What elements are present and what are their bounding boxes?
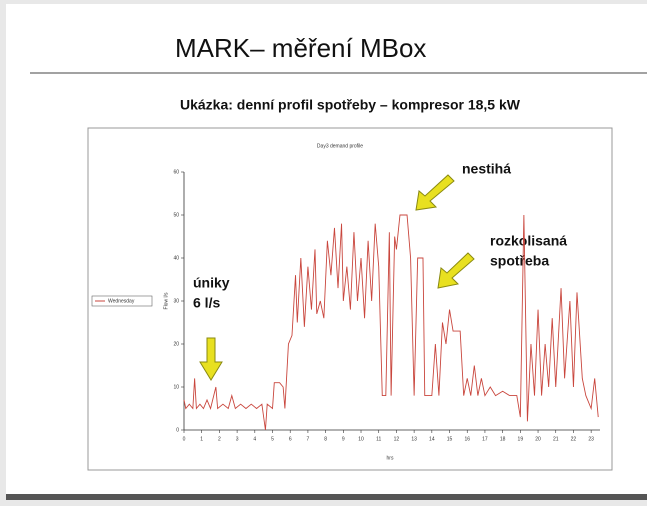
x-tick-label: 17 (482, 436, 488, 442)
y-tick-label: 20 (173, 341, 179, 347)
annotation: úniky (193, 275, 230, 291)
x-tick-label: 23 (588, 436, 594, 442)
subtitle: Ukázka: denní profil spotřeby – kompreso… (180, 97, 521, 113)
annotation: spotřeba (490, 253, 549, 269)
x-tick-label: 19 (518, 436, 524, 442)
y-tick-label: 50 (173, 212, 179, 218)
x-tick-label: 16 (464, 436, 470, 442)
x-tick-label: 10 (358, 436, 364, 442)
chart-title: Day3 demand profile (317, 143, 363, 149)
y-tick-label: 0 (176, 427, 179, 433)
x-tick-label: 8 (324, 436, 327, 442)
x-tick-label: 0 (183, 436, 186, 442)
series-line (183, 214, 599, 431)
arrow (437, 252, 475, 289)
x-tick-label: 21 (553, 436, 559, 442)
slide-title: MARK– měření MBox (175, 33, 426, 63)
x-tick-label: 6 (289, 436, 292, 442)
x-tick-label: 9 (342, 436, 345, 442)
x-tick-label: 3 (236, 436, 239, 442)
y-tick-label: 60 (173, 169, 179, 175)
arrow (415, 174, 455, 211)
x-tick-label: 15 (447, 436, 453, 442)
chart-box (87, 127, 613, 471)
arrow (199, 337, 223, 381)
x-tick-label: 7 (307, 436, 310, 442)
x-tick-label: 13 (411, 436, 417, 442)
x-tick-label: 18 (500, 436, 506, 442)
x-tick-label: 4 (253, 436, 256, 442)
annotation: nestihá (462, 161, 511, 177)
x-tick-label: 2 (218, 436, 221, 442)
x-tick-label: 11 (376, 436, 381, 442)
x-tick-label: 22 (571, 436, 577, 442)
y-axis-label: Flow l/s (163, 292, 169, 309)
y-tick-label: 10 (173, 384, 179, 390)
x-tick-label: 12 (394, 436, 400, 442)
legend-label: Wednesday (108, 298, 135, 304)
x-tick-label: 20 (535, 436, 541, 442)
arrows (199, 174, 475, 381)
x-axis-label: hrs (387, 455, 394, 461)
y-tick-label: 40 (173, 255, 179, 261)
annotation: 6 l/s (193, 295, 220, 311)
legend-box (91, 295, 153, 307)
x-tick-label: 5 (271, 436, 274, 442)
x-tick-label: 14 (429, 436, 435, 442)
x-tick-label: 1 (200, 436, 203, 442)
annotation: rozkolisaná (490, 233, 567, 249)
slide-bottom-bar (6, 494, 647, 500)
y-tick-label: 30 (173, 298, 179, 304)
